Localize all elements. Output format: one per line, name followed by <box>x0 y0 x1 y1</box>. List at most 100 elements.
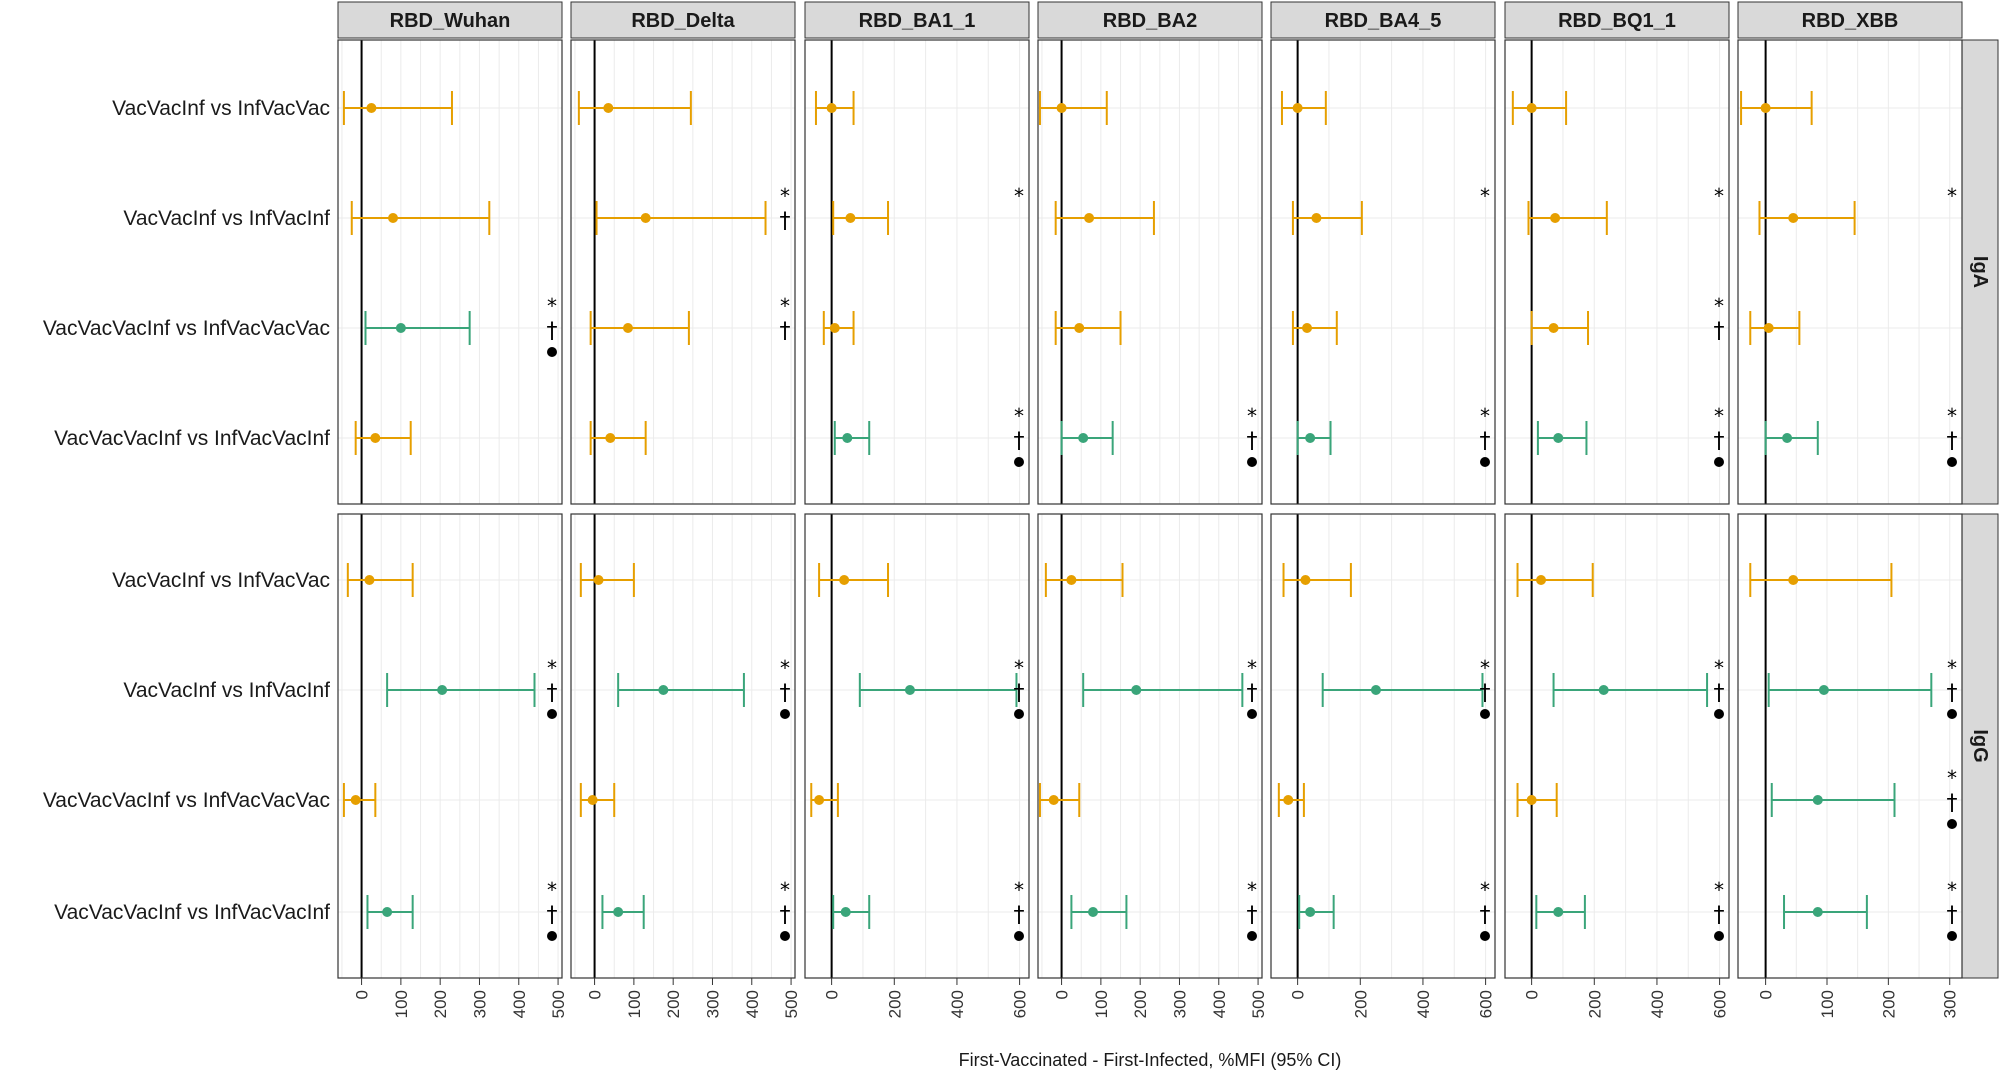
estimate-point <box>1760 103 1771 113</box>
significance-asterisk: * <box>1480 184 1490 208</box>
estimate-point <box>839 575 850 585</box>
column-strip-label: RBD_BQ1_1 <box>1558 10 1676 32</box>
panel-border <box>337 513 563 979</box>
significance-dagger: † <box>1014 429 1025 454</box>
significance-dot <box>1947 819 1957 829</box>
significance-dot <box>1947 709 1957 719</box>
significance-asterisk: * <box>1014 656 1024 680</box>
significance-dagger: † <box>1014 903 1025 928</box>
panel-rbd_bq1_1-igg: *†*† <box>1504 513 1730 979</box>
significance-dot <box>1014 457 1024 467</box>
estimate-point <box>1283 795 1294 805</box>
estimate-point <box>1782 433 1793 443</box>
column-strip-label: RBD_BA4_5 <box>1325 10 1442 32</box>
panel-rbd_ba1_1-igg: *†*† <box>804 513 1030 979</box>
column-strip <box>1504 1 1730 39</box>
significance-dot <box>547 931 557 941</box>
estimate-point <box>1066 575 1077 585</box>
estimate-point <box>1305 433 1316 443</box>
estimate-point <box>587 795 598 805</box>
significance-dagger: † <box>780 209 791 234</box>
panel-background <box>338 40 562 504</box>
x-tick-label: 0 <box>1523 990 1542 999</box>
x-tick-label: 100 <box>392 990 411 1018</box>
significance-dagger: † <box>1714 903 1725 928</box>
panel-border <box>1504 39 1730 505</box>
estimate-point <box>1048 795 1059 805</box>
estimate-point <box>1131 685 1142 695</box>
panel-rbd_ba1_1-iga: **† <box>804 39 1030 505</box>
significance-dot <box>1947 457 1957 467</box>
significance-dagger: † <box>1247 903 1258 928</box>
panel-rbd_xbb-iga: **† <box>1737 39 1963 505</box>
estimate-point <box>1300 575 1311 585</box>
significance-asterisk: * <box>780 656 790 680</box>
x-tick-label: 100 <box>625 990 644 1018</box>
x-tick-label: 200 <box>431 990 450 1018</box>
significance-asterisk: * <box>1480 878 1490 902</box>
significance-asterisk: * <box>1714 404 1724 428</box>
significance-dot <box>1480 457 1490 467</box>
significance-asterisk: * <box>1247 404 1257 428</box>
significance-dot <box>780 931 790 941</box>
significance-dagger: † <box>1480 681 1491 706</box>
estimate-point <box>1526 103 1537 113</box>
significance-asterisk: * <box>1480 404 1490 428</box>
panel-background <box>338 514 562 978</box>
significance-asterisk: * <box>780 294 790 318</box>
estimate-point <box>814 795 825 805</box>
panel-background <box>1271 40 1495 504</box>
significance-asterisk: * <box>1014 404 1024 428</box>
estimate-point <box>1550 213 1561 223</box>
significance-dagger: † <box>1014 681 1025 706</box>
estimate-point <box>1553 907 1564 917</box>
column-strip <box>1737 1 1963 39</box>
estimate-point <box>1302 323 1313 333</box>
row-label: VacVacVacInf vs InfVacVacInf <box>54 427 330 450</box>
significance-dagger: † <box>1947 791 1958 816</box>
panel-border <box>570 513 796 979</box>
panel-background <box>571 40 795 504</box>
x-tick-label: 600 <box>1011 990 1030 1018</box>
estimate-point <box>1088 907 1099 917</box>
significance-dot <box>1480 709 1490 719</box>
panel-border <box>1737 513 1963 979</box>
estimate-point <box>1818 685 1829 695</box>
significance-dot <box>1247 709 1257 719</box>
x-tick-label: 300 <box>1941 990 1960 1018</box>
significance-asterisk: * <box>547 656 557 680</box>
significance-dagger: † <box>1480 903 1491 928</box>
significance-dot <box>1714 457 1724 467</box>
x-tick-label: 500 <box>1249 990 1268 1018</box>
column-strip-label: RBD_XBB <box>1802 10 1899 32</box>
estimate-point <box>1056 103 1067 113</box>
significance-dagger: † <box>1480 429 1491 454</box>
estimate-point <box>437 685 448 695</box>
significance-dagger: † <box>1714 681 1725 706</box>
column-strip-label: RBD_Delta <box>631 10 735 32</box>
significance-dot <box>1714 931 1724 941</box>
x-tick-label: 200 <box>885 990 904 1018</box>
estimate-point <box>1292 103 1303 113</box>
column-strip-label: RBD_Wuhan <box>390 10 511 32</box>
panel-rbd_ba4_5-iga: **† <box>1270 39 1496 505</box>
x-tick-label: 300 <box>703 990 722 1018</box>
significance-asterisk: * <box>1947 404 1957 428</box>
panel-rbd_delta-iga: *†*† <box>570 39 796 505</box>
significance-asterisk: * <box>1714 878 1724 902</box>
panel-background <box>1738 40 1962 504</box>
significance-asterisk: * <box>1714 184 1724 208</box>
facet-strip-igg <box>1961 513 1999 979</box>
facet-strip-iga <box>1961 39 1999 505</box>
x-tick-label: 200 <box>1131 990 1150 1018</box>
estimate-point <box>1598 685 1609 695</box>
estimate-point <box>904 685 915 695</box>
facet-label-iga: IgA <box>1969 256 1991 288</box>
estimate-point <box>1548 323 1559 333</box>
significance-dagger: † <box>780 681 791 706</box>
row-label: VacVacInf vs InfVacInf <box>123 679 330 702</box>
estimate-point <box>1370 685 1381 695</box>
significance-asterisk: * <box>780 878 790 902</box>
panel-border <box>570 39 796 505</box>
panel-border <box>1270 513 1496 979</box>
